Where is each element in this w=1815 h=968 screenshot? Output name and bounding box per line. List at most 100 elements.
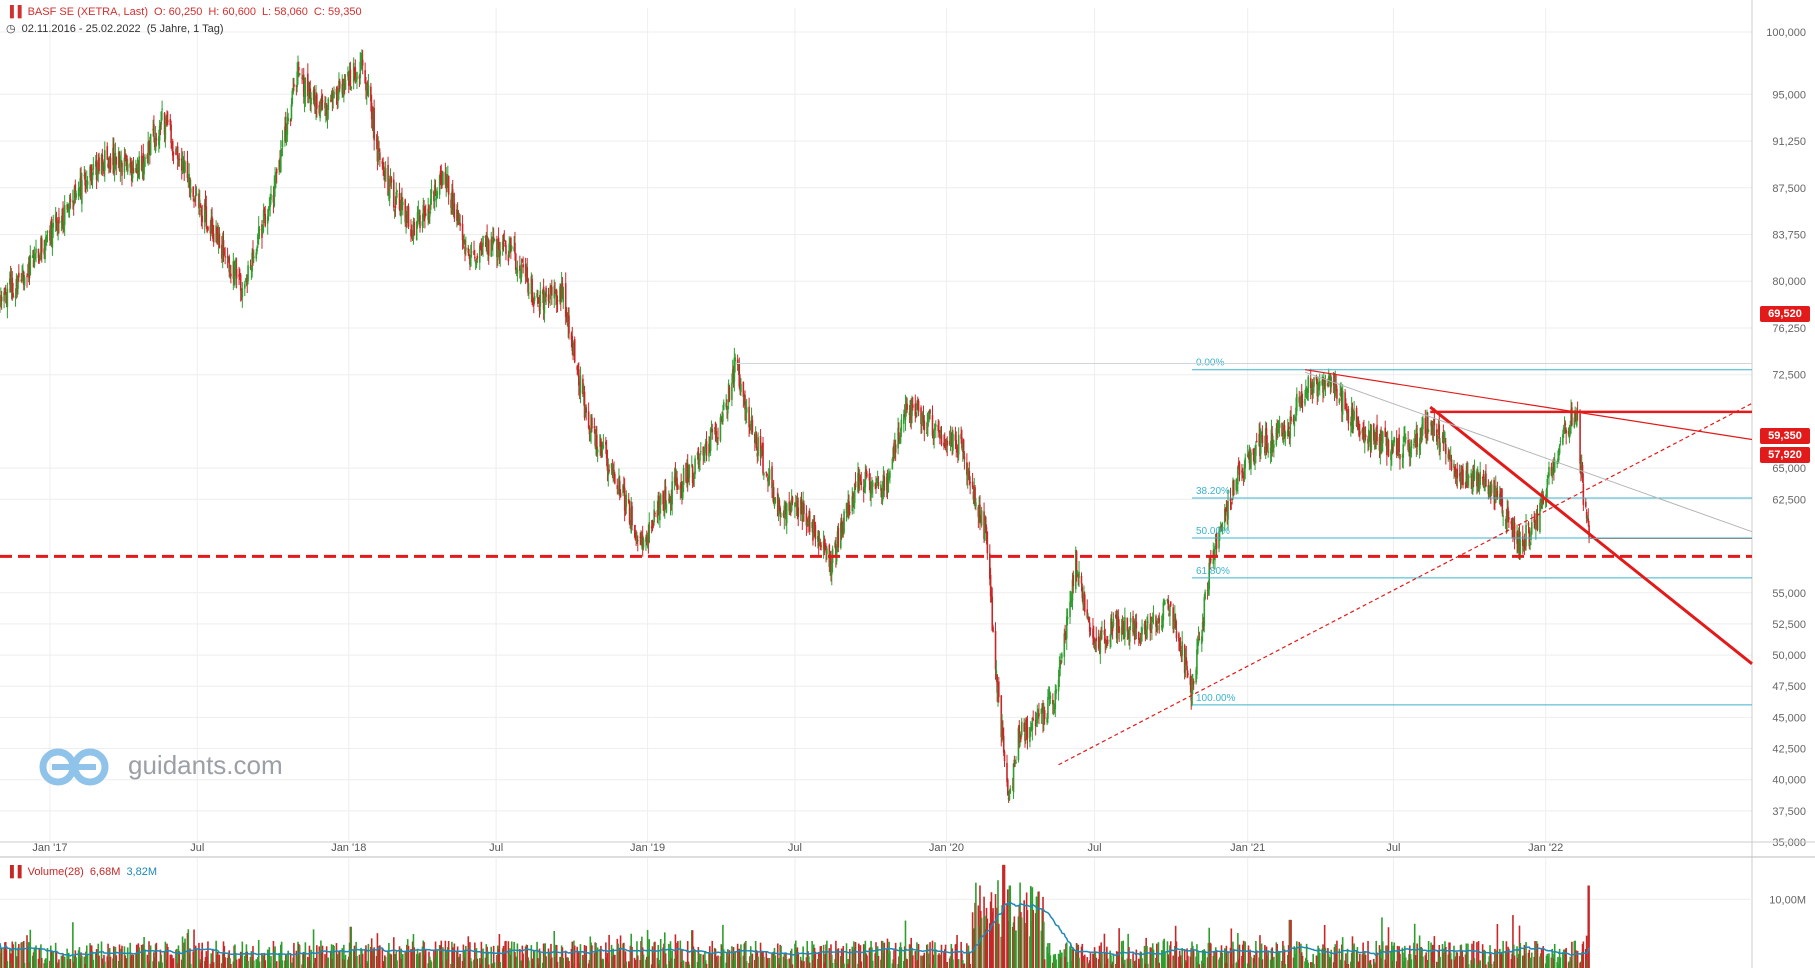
volume-bar [905,958,908,968]
candle-body [361,57,363,61]
candle-body [1253,456,1256,465]
candle-body [633,529,636,531]
volume-bar [51,955,54,968]
volume-bar [1210,943,1212,968]
volume-bar [1510,959,1513,968]
volume-bar [738,948,741,968]
volume-bar [1570,960,1572,968]
candle-body [1236,480,1238,484]
candle-body [221,238,224,262]
candle-body [1527,522,1530,526]
volume-bar [761,950,764,968]
candle-body [568,315,570,334]
candle-body [1338,398,1341,404]
x-tick-label: Jan '20 [929,842,964,854]
candle-body [984,519,986,541]
candle-body [108,165,110,169]
volume-label[interactable]: Volume(28) [27,866,84,878]
candle-body [423,207,425,211]
volume-bar [266,949,269,968]
volume-bar [1278,952,1281,968]
volume-bar [478,958,481,968]
volume-bar [1112,953,1115,968]
volume-bar [1043,921,1045,968]
volume-bar [377,948,380,968]
volume-bar [172,958,175,968]
candle-body [1082,596,1084,605]
volume-bar [709,959,712,968]
volume-bar [1052,962,1054,968]
volume-bar [218,954,221,968]
volume-bar [1522,955,1525,968]
candle-body [239,273,241,276]
candle-body [1155,616,1157,627]
fib-level-label: 61.80% [1196,566,1230,577]
candle-body [543,297,546,314]
volume-bar [1123,963,1125,968]
volume-bar [1501,954,1504,968]
volume-bar [669,941,672,968]
volume-bar [537,964,540,968]
candle-body [576,366,578,371]
volume-bar [1271,947,1274,968]
candle-body [656,510,659,518]
candle-body [194,196,196,198]
volume-bar [912,955,914,968]
candle-body [287,117,289,121]
volume-bar [1063,949,1066,968]
candle-body [509,238,511,244]
volume-bar [1471,943,1473,968]
volume-bar [533,950,536,968]
volume-bar [1260,943,1263,968]
volume-bar [612,948,614,968]
candle-body [682,467,685,485]
candle-body [709,428,712,451]
volume-bar [772,952,774,968]
candle-body [749,425,752,427]
volume-bar [1204,950,1206,968]
candle-body [1361,429,1364,434]
candle-body [1219,528,1221,533]
candle-body [115,156,118,165]
candle-body [1336,388,1338,399]
candle-body [171,142,173,146]
candle-body [1512,519,1515,534]
instrument-title[interactable]: BASF SE (XETRA, Last) [27,6,149,18]
candle-body [1390,440,1393,456]
volume-bar [1192,945,1194,968]
candle-body [665,504,668,513]
candle-body [618,480,621,495]
candle-body [808,515,810,525]
volume-bar [1209,942,1211,968]
candle-body [136,167,139,171]
volume-bar [1241,955,1243,968]
candle-body [316,94,318,109]
volume-bar [389,953,392,968]
volume-bar [1424,955,1427,968]
volume-bar [889,951,891,968]
volume-bar [1299,953,1301,968]
volume-bar [459,953,461,968]
candle-body [366,87,369,94]
volume-bar [968,952,971,968]
candle-body [1373,435,1376,444]
volume-bar [1512,915,1514,968]
candle-body [188,173,190,178]
candle-body [1197,637,1200,643]
candle-body [470,251,473,253]
candle-body [690,464,693,466]
volume-bar [1419,955,1422,968]
volume-bar [343,959,346,968]
candle-body [1029,727,1031,742]
volume-bar [911,947,913,968]
candle-body [1083,594,1086,612]
volume-bar [961,960,964,968]
period-range[interactable]: 02.11.2016 - 25.02.2022 [21,23,141,35]
candle-body [1307,376,1310,393]
candle-body [496,238,498,258]
candle-body [1363,437,1366,443]
volume-bar [456,950,458,968]
volume-bar [1138,964,1141,968]
